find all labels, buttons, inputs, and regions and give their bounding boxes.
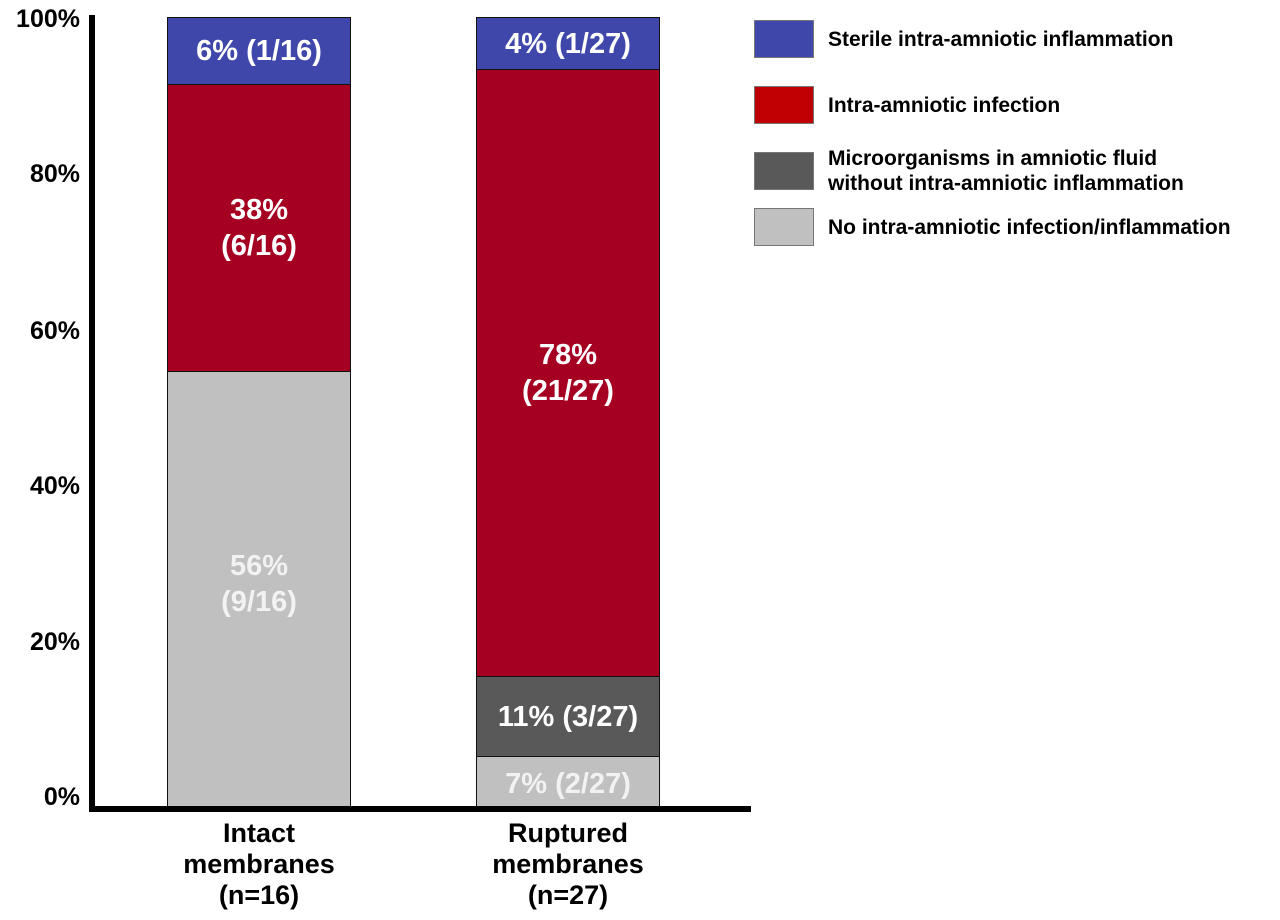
- legend-item-sterile-inflammation: Sterile intra-amniotic inflammation: [754, 20, 1173, 58]
- x-label-intact: Intact membranes (n=16): [183, 818, 335, 910]
- y-tick-80: 80%: [29, 160, 80, 188]
- segment-no-infection: 7% (2/27): [476, 756, 660, 807]
- legend-label: No intra-amniotic infection/inflammation: [828, 215, 1231, 239]
- y-axis-line: [89, 15, 95, 812]
- y-tick-20: 20%: [29, 628, 80, 656]
- legend-swatch-dark-gray: [754, 152, 814, 190]
- y-tick-40: 40%: [29, 472, 80, 500]
- segment-microorganisms-no-inflammation: 11% (3/27): [476, 676, 660, 757]
- bar-intact-membranes: 6% (1/16) 38% (6/16) 56% (9/16): [167, 17, 351, 807]
- legend-swatch-blue: [754, 20, 814, 58]
- segment-sterile-inflammation: 4% (1/27): [476, 17, 660, 70]
- legend-label: Intra-amniotic infection: [828, 93, 1061, 117]
- legend-item-intra-amniotic-infection: Intra-amniotic infection: [754, 86, 1060, 124]
- y-tick-0: 0%: [43, 783, 80, 811]
- segment-sterile-inflammation: 6% (1/16): [167, 17, 351, 85]
- legend-item-microorganisms: Microorganisms in amniotic fluid without…: [754, 146, 1184, 196]
- segment-intra-amniotic-infection: 78% (21/27): [476, 69, 660, 677]
- x-axis-line: [89, 806, 751, 812]
- bar-ruptured-membranes: 4% (1/27) 78% (21/27) 11% (3/27) 7% (2/2…: [476, 17, 660, 807]
- y-tick-100: 100%: [16, 5, 80, 33]
- legend-swatch-red: [754, 86, 814, 124]
- segment-intra-amniotic-infection: 38% (6/16): [167, 84, 351, 372]
- legend-swatch-light-gray: [754, 208, 814, 246]
- legend-item-no-infection: No intra-amniotic infection/inflammation: [754, 208, 1231, 246]
- segment-no-infection: 56% (9/16): [167, 371, 351, 807]
- x-label-ruptured: Ruptured membranes (n=27): [492, 818, 644, 910]
- y-tick-60: 60%: [29, 317, 80, 345]
- legend-label: Sterile intra-amniotic inflammation: [828, 27, 1174, 51]
- legend-label: Microorganisms in amniotic fluid without…: [828, 147, 1184, 195]
